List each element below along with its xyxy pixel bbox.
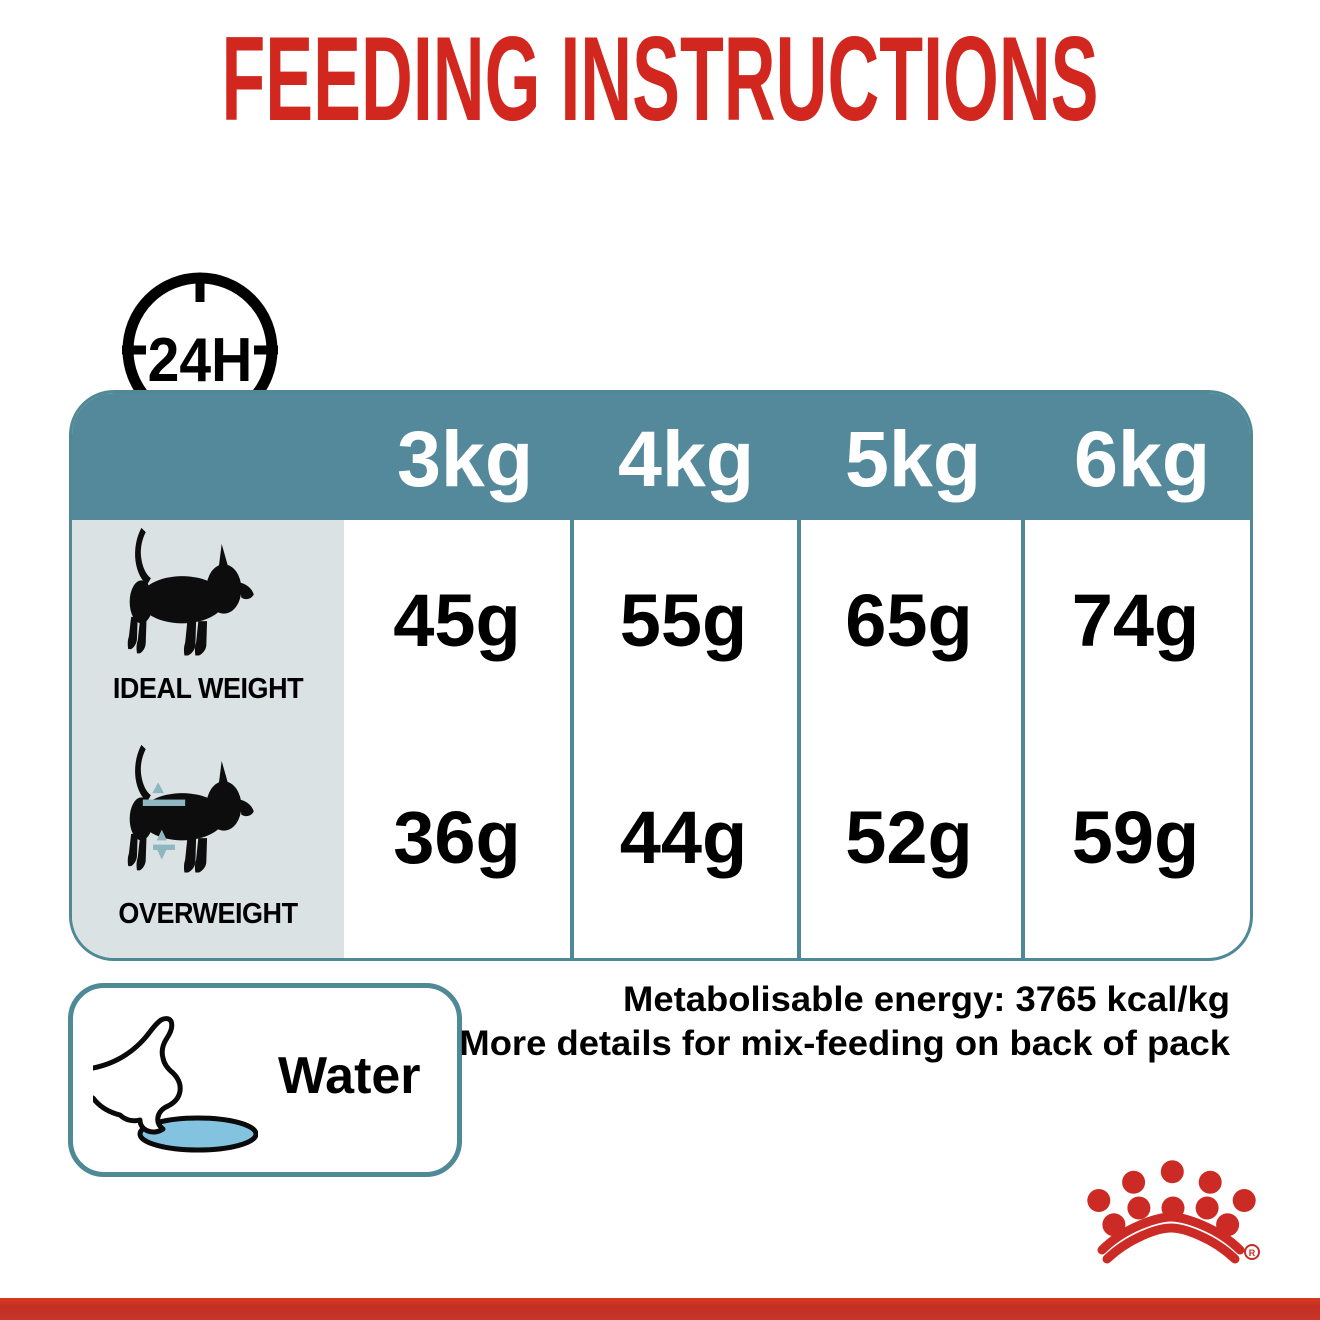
svg-text:24H: 24H xyxy=(148,325,253,395)
svg-text:R: R xyxy=(1249,1248,1256,1258)
